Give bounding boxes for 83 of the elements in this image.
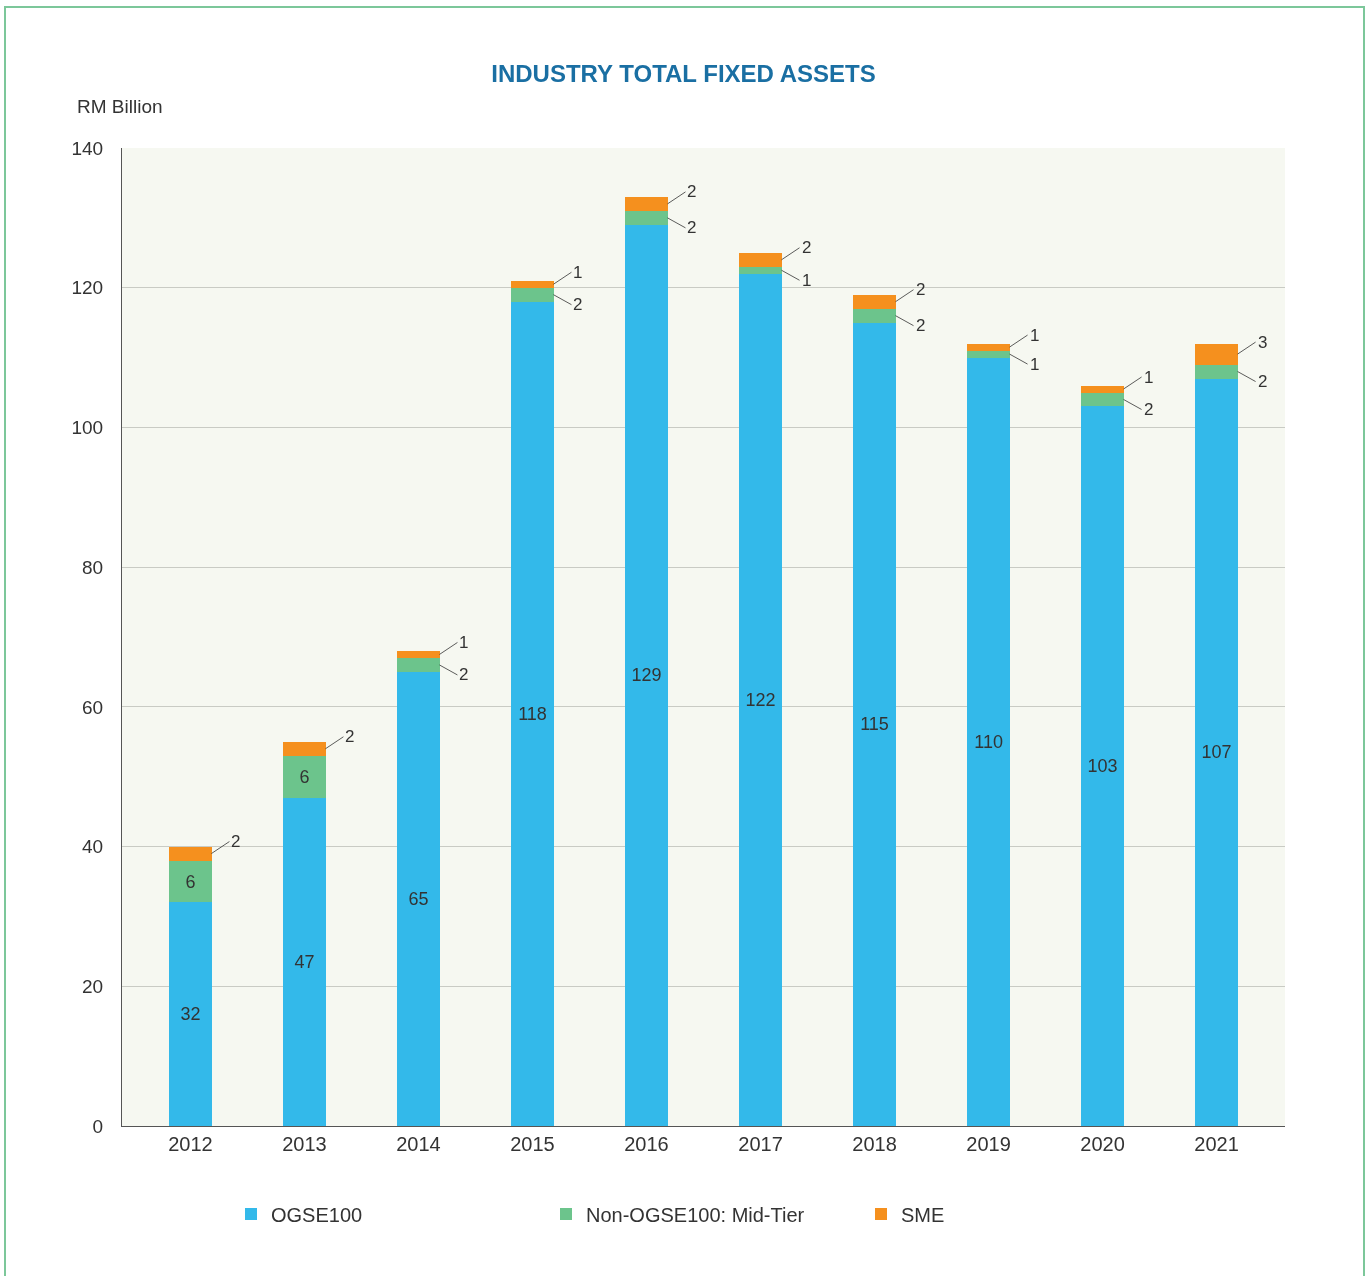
bar xyxy=(1080,392,1125,407)
data-label: 47 xyxy=(294,951,315,972)
data-label: 2 xyxy=(802,238,812,257)
y-tick-label: 40 xyxy=(82,836,104,858)
y-tick-label: 60 xyxy=(82,696,104,718)
data-label: 103 xyxy=(1087,756,1118,777)
bar xyxy=(966,343,1011,351)
bar xyxy=(852,322,897,1126)
bar xyxy=(1080,385,1125,393)
data-label: 2 xyxy=(1258,372,1268,391)
data-label: 2 xyxy=(687,182,697,201)
bar xyxy=(852,308,897,323)
bar xyxy=(624,210,669,225)
legend-label: Non-OGSE100: Mid-Tier xyxy=(586,1203,805,1226)
x-tick-label: 2015 xyxy=(510,1133,555,1155)
bar xyxy=(624,196,669,211)
data-label: 2 xyxy=(345,727,355,746)
bar xyxy=(624,224,669,1126)
bar xyxy=(1194,343,1239,365)
data-label: 32 xyxy=(180,1004,201,1025)
bar xyxy=(282,797,327,1126)
bar xyxy=(510,280,555,288)
data-label: 1 xyxy=(1030,355,1040,374)
bar xyxy=(510,287,555,302)
legend-label: SME xyxy=(901,1203,945,1226)
data-label: 2 xyxy=(1144,400,1154,419)
chart-title: INDUSTRY TOTAL FIXED ASSETS xyxy=(491,59,876,87)
bar xyxy=(738,252,783,267)
y-tick-label: 140 xyxy=(71,137,104,159)
data-label: 1 xyxy=(1030,326,1040,345)
bar xyxy=(168,902,213,1126)
bar xyxy=(738,273,783,1126)
bar xyxy=(1194,378,1239,1126)
data-label: 6 xyxy=(185,871,196,892)
x-tick-label: 2017 xyxy=(738,1133,783,1155)
data-label: 110 xyxy=(974,731,1003,752)
y-tick-label: 20 xyxy=(82,975,104,997)
data-label: 115 xyxy=(860,714,889,735)
data-label: 1 xyxy=(1144,368,1154,387)
x-tick-label: 2013 xyxy=(282,1133,327,1155)
data-label: 107 xyxy=(1201,742,1232,763)
data-label: 3 xyxy=(1258,333,1268,352)
x-tick-label: 2018 xyxy=(852,1133,897,1155)
bar xyxy=(738,266,783,274)
data-label: 2 xyxy=(687,218,697,237)
data-label: 1 xyxy=(459,633,469,652)
bar xyxy=(852,294,897,309)
data-label: 65 xyxy=(408,888,429,909)
data-label: 122 xyxy=(745,689,776,710)
data-label: 6 xyxy=(299,766,310,787)
y-tick-label: 120 xyxy=(71,277,104,299)
bar xyxy=(396,657,441,672)
data-label: 2 xyxy=(231,832,241,851)
bar xyxy=(1080,406,1125,1126)
data-label: 2 xyxy=(459,665,469,684)
data-label: 129 xyxy=(631,665,662,686)
y-axis-title: RM Billion xyxy=(77,96,163,117)
data-label: 2 xyxy=(573,295,583,314)
bar xyxy=(282,755,327,798)
y-tick-label: 100 xyxy=(71,417,104,439)
x-tick-label: 2016 xyxy=(624,1133,669,1155)
bar xyxy=(168,860,213,903)
data-label: 2 xyxy=(916,280,926,299)
bar xyxy=(966,357,1011,1126)
data-label: 1 xyxy=(802,271,812,290)
y-tick-label: 80 xyxy=(82,556,104,578)
x-tick-label: 2021 xyxy=(1194,1133,1239,1155)
bar xyxy=(396,650,441,658)
data-label: 118 xyxy=(518,703,547,724)
bar xyxy=(1194,364,1239,379)
bar xyxy=(966,350,1011,358)
bar xyxy=(282,741,327,756)
bar xyxy=(510,301,555,1126)
y-tick-label: 0 xyxy=(92,1115,104,1137)
x-tick-label: 2012 xyxy=(168,1133,213,1155)
bar xyxy=(168,846,213,861)
x-tick-label: 2014 xyxy=(396,1133,441,1155)
x-tick-label: 2019 xyxy=(966,1133,1011,1155)
legend-label: OGSE100 xyxy=(271,1203,363,1226)
data-label: 2 xyxy=(916,316,926,335)
bar xyxy=(396,671,441,1126)
x-tick-label: 2020 xyxy=(1080,1133,1125,1155)
data-label: 1 xyxy=(573,263,583,282)
